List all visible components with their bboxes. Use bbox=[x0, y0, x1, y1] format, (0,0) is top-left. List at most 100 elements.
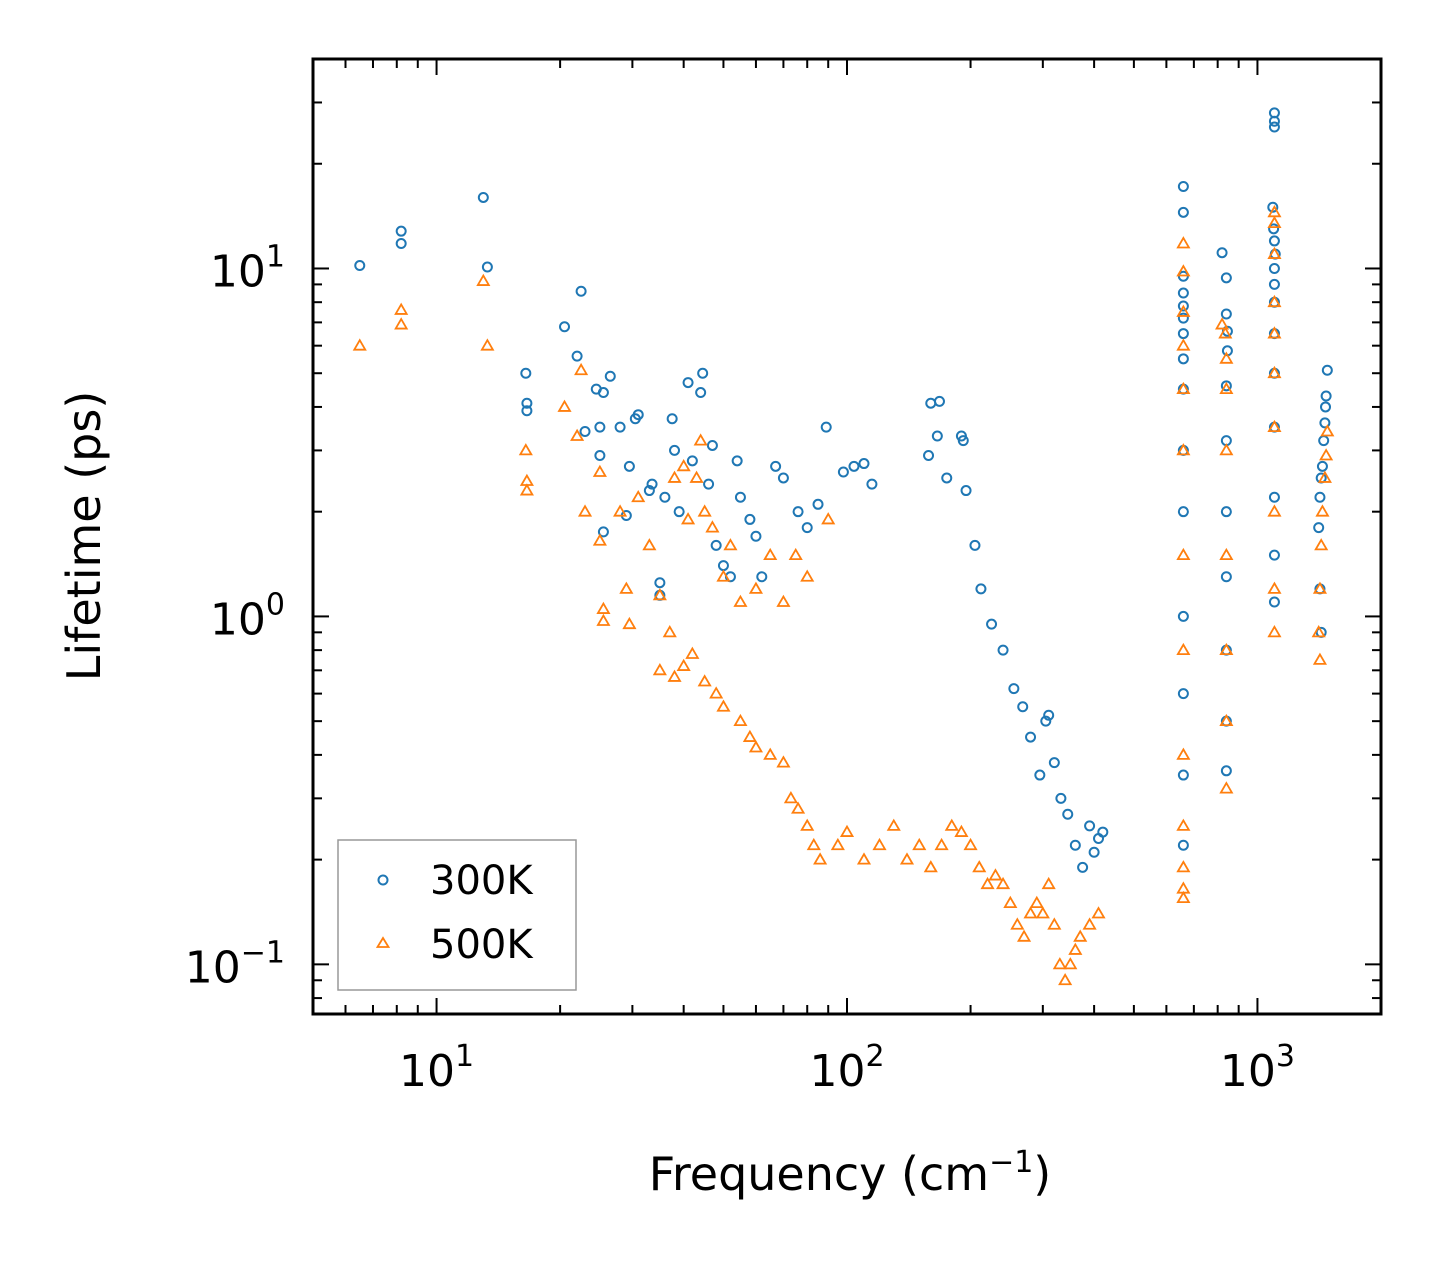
point-300K bbox=[960, 485, 972, 497]
point-500K bbox=[776, 594, 791, 607]
point-500K bbox=[1267, 326, 1282, 339]
point-300K bbox=[1268, 262, 1280, 274]
point-300K bbox=[1177, 206, 1189, 218]
point-500K bbox=[980, 876, 995, 890]
point-500K bbox=[1314, 538, 1329, 551]
point-300K bbox=[1008, 683, 1020, 695]
point-300K bbox=[597, 387, 609, 399]
point-500K bbox=[622, 616, 637, 630]
point-300K bbox=[801, 522, 813, 534]
point-500K bbox=[1267, 294, 1282, 308]
point-500K bbox=[776, 755, 791, 768]
point-500K bbox=[716, 699, 731, 712]
point-500K bbox=[788, 547, 803, 561]
point-300K bbox=[1177, 839, 1189, 851]
point-300K bbox=[1025, 731, 1037, 743]
point-300K bbox=[1267, 201, 1279, 213]
point-500K bbox=[631, 489, 646, 503]
point-300K bbox=[395, 225, 407, 237]
point-300K bbox=[1220, 506, 1232, 518]
point-500K bbox=[1219, 781, 1234, 794]
point-500K bbox=[1219, 443, 1234, 456]
point-300K bbox=[931, 430, 943, 442]
point-500K bbox=[1058, 972, 1073, 986]
point-500K bbox=[1016, 929, 1032, 942]
point-500K bbox=[652, 663, 667, 676]
point-300K bbox=[925, 397, 937, 409]
point-300K bbox=[697, 367, 709, 379]
point-300K bbox=[646, 478, 658, 490]
point-500K bbox=[800, 818, 815, 831]
tick-layer: 101 102 103 10−1 100 101 bbox=[185, 58, 1382, 1097]
point-500K bbox=[1176, 890, 1191, 904]
point-500K bbox=[1320, 424, 1335, 437]
point-500K bbox=[748, 740, 764, 753]
point-300K bbox=[734, 491, 746, 503]
point-300K bbox=[1177, 610, 1189, 622]
point-300K bbox=[597, 526, 609, 538]
point-300K bbox=[1077, 861, 1089, 873]
point-500K bbox=[596, 601, 611, 614]
point-500K bbox=[394, 302, 409, 315]
point-500K bbox=[519, 483, 534, 496]
point-500K bbox=[1082, 917, 1097, 930]
point-300K bbox=[1177, 300, 1189, 312]
point-300K bbox=[812, 498, 824, 510]
point-500K bbox=[839, 824, 855, 837]
point-500K bbox=[1091, 906, 1106, 919]
point-500K bbox=[667, 669, 682, 682]
point-500K bbox=[705, 520, 720, 533]
point-300K bbox=[686, 455, 698, 467]
point-500K bbox=[733, 594, 748, 607]
point-300K bbox=[848, 460, 860, 472]
point-500K bbox=[613, 504, 628, 517]
point-500K bbox=[394, 317, 409, 330]
point-500K bbox=[1176, 747, 1191, 760]
point-300K bbox=[659, 491, 671, 503]
point-500K bbox=[763, 747, 778, 760]
point-500K bbox=[988, 868, 1003, 881]
point-500K bbox=[1267, 365, 1282, 379]
point-300K bbox=[481, 261, 493, 273]
point-500K bbox=[574, 362, 589, 376]
point-500K bbox=[570, 428, 585, 441]
point-500K bbox=[872, 837, 887, 851]
point-300K bbox=[669, 444, 681, 456]
point-300K bbox=[820, 421, 832, 433]
point-300K bbox=[1318, 435, 1330, 447]
point-300K bbox=[1268, 235, 1280, 247]
point-500K bbox=[1176, 547, 1191, 561]
point-500K bbox=[912, 837, 927, 851]
point-300K bbox=[706, 439, 718, 451]
point-500K bbox=[1312, 581, 1328, 594]
point-300K bbox=[1177, 769, 1189, 781]
point-500K bbox=[1219, 351, 1234, 364]
point-300K bbox=[521, 397, 533, 409]
point-300K bbox=[1220, 380, 1232, 392]
point-300K bbox=[1268, 278, 1280, 290]
point-500K bbox=[681, 512, 696, 525]
x-tick-label: 102 bbox=[809, 1039, 884, 1097]
point-500K bbox=[480, 338, 495, 351]
point-500K bbox=[1219, 381, 1234, 395]
point-300K bbox=[941, 472, 953, 484]
point-300K bbox=[594, 421, 606, 433]
point-300K bbox=[354, 259, 366, 271]
point-500K bbox=[1267, 246, 1282, 259]
point-300K bbox=[521, 405, 533, 417]
point-300K bbox=[1313, 522, 1325, 534]
point-500K bbox=[748, 581, 764, 594]
point-300K bbox=[710, 539, 722, 551]
point-500K bbox=[642, 538, 657, 551]
point-300K bbox=[1220, 308, 1232, 320]
point-300K bbox=[632, 409, 644, 421]
point-500K bbox=[1176, 860, 1191, 873]
legend-marker-500k bbox=[375, 936, 391, 948]
point-500K bbox=[1023, 906, 1038, 919]
point-500K bbox=[856, 852, 872, 865]
legend-label-500k: 500K bbox=[430, 922, 534, 968]
point-300K bbox=[703, 478, 715, 490]
point-300K bbox=[1177, 353, 1189, 365]
point-300K bbox=[520, 367, 532, 379]
point-500K bbox=[1317, 470, 1332, 483]
